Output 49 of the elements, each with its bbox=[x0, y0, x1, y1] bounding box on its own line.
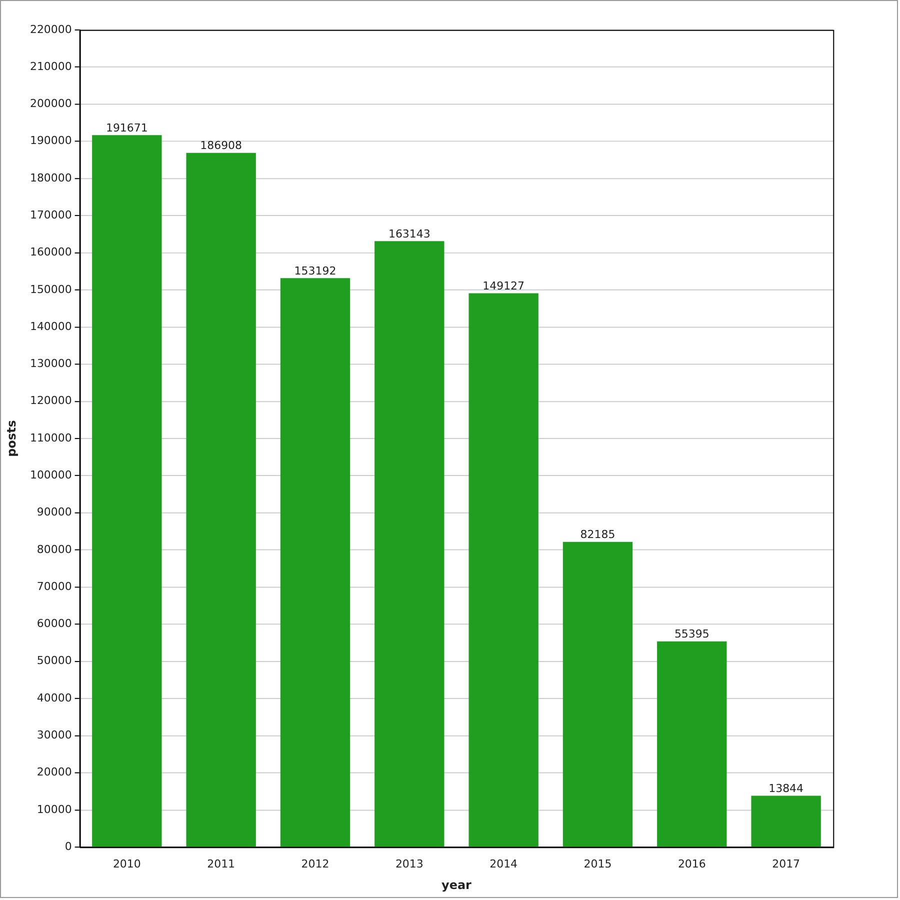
bar bbox=[186, 152, 256, 847]
y-tick-label: 30000 bbox=[36, 728, 72, 742]
data-label: 149127 bbox=[482, 280, 525, 293]
bar bbox=[468, 293, 538, 847]
x-tick-label: 2010 bbox=[112, 858, 141, 871]
y-tick-label: 220000 bbox=[30, 22, 72, 36]
x-tick-label: 2012 bbox=[301, 858, 330, 871]
data-label: 191671 bbox=[106, 122, 148, 135]
y-tick-label: 0 bbox=[64, 840, 72, 853]
bar bbox=[92, 135, 162, 847]
y-tick-label: 140000 bbox=[30, 320, 72, 333]
x-tick-label: 2011 bbox=[207, 858, 236, 871]
y-tick-label: 10000 bbox=[36, 802, 72, 816]
y-tick-label: 50000 bbox=[36, 654, 72, 668]
y-tick-label: 20000 bbox=[36, 766, 72, 779]
y-tick-label: 150000 bbox=[30, 282, 72, 296]
data-label: 55395 bbox=[674, 628, 710, 641]
bar bbox=[751, 796, 821, 847]
y-tick-label: 120000 bbox=[30, 394, 72, 408]
y-tick-label: 90000 bbox=[36, 506, 72, 519]
bar bbox=[562, 542, 633, 847]
data-label: 163143 bbox=[388, 227, 430, 240]
x-tick-label: 2013 bbox=[395, 858, 424, 871]
x-tick-label: 2017 bbox=[772, 858, 800, 871]
data-label: 186908 bbox=[200, 139, 242, 152]
y-tick-label: 190000 bbox=[30, 134, 72, 148]
y-tick-label: 100000 bbox=[30, 468, 72, 482]
data-label: 153192 bbox=[294, 264, 336, 278]
y-tick-label: 80000 bbox=[36, 542, 72, 556]
y-tick-label: 110000 bbox=[30, 431, 72, 444]
y-tick-label: 130000 bbox=[30, 357, 72, 370]
bar bbox=[374, 241, 444, 847]
y-tick-label: 40000 bbox=[36, 691, 72, 704]
y-tick-label: 180000 bbox=[30, 171, 72, 184]
y-tick-label: 70000 bbox=[36, 580, 72, 593]
x-tick-label: 2015 bbox=[584, 858, 612, 871]
x-axis-title: year bbox=[442, 878, 472, 892]
x-tick-label: 2014 bbox=[490, 858, 518, 871]
bar bbox=[657, 641, 727, 847]
y-tick-label: 170000 bbox=[30, 208, 72, 222]
y-tick-label: 160000 bbox=[30, 246, 72, 259]
data-label: 13844 bbox=[768, 782, 804, 796]
y-tick-label: 210000 bbox=[30, 60, 72, 73]
x-tick-label: 2016 bbox=[678, 858, 706, 871]
y-tick-label: 200000 bbox=[30, 97, 72, 110]
bar bbox=[280, 278, 350, 847]
data-label: 82185 bbox=[580, 528, 616, 542]
y-tick-label: 60000 bbox=[36, 617, 72, 630]
y-axis-title: posts bbox=[4, 420, 18, 457]
